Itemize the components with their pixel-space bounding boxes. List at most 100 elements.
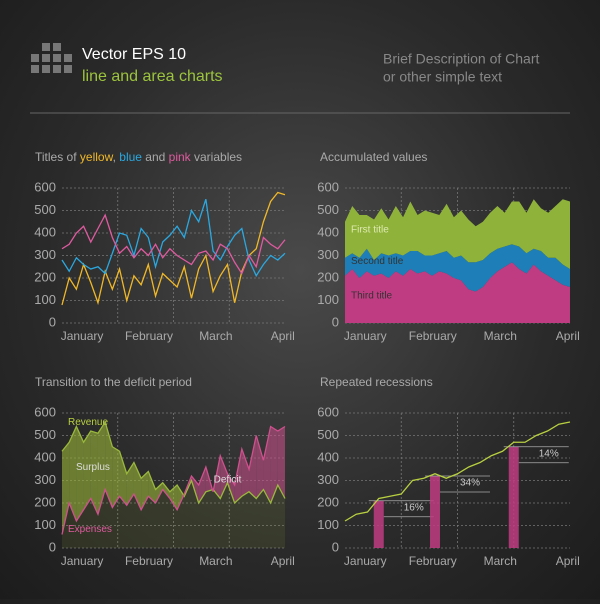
y-tick-label: 600 [317,404,339,419]
y-tick-label: 600 [34,179,56,194]
area-label: Third title [351,291,393,302]
y-tick-label: 0 [49,314,56,329]
title-part: blue [119,150,142,164]
title-part: Titles of [35,150,80,164]
description: or other simple text [383,69,502,85]
annotation: Surplus [76,462,110,473]
y-tick-label: 500 [317,427,339,442]
x-tick-label: February [125,329,173,343]
line [61,199,286,278]
x-tick-label: March [484,554,517,568]
y-tick-label: 200 [317,494,339,509]
y-tick-label: 500 [34,427,56,442]
area [345,244,570,292]
y-tick-label: 100 [34,292,56,307]
x-tick-label: April [271,329,295,343]
band-fill [69,426,77,521]
band-fill [62,442,70,535]
header-title: Vector EPS 10 [82,46,186,63]
title-part: pink [169,150,192,164]
description: Brief Description of Chart [383,51,540,67]
under-fill [62,422,285,548]
band-fill [249,435,257,499]
x-tick-label: April [556,554,580,568]
chart-title: Accumulated values [320,150,427,164]
band-fill [90,431,98,515]
y-tick-label: 400 [34,224,56,239]
y-tick-label: 500 [34,202,56,217]
title-part: variables [191,150,242,164]
y-tick-label: 100 [317,517,339,532]
band-fill [97,422,106,515]
line [61,425,286,535]
x-tick-label: March [484,329,517,343]
chart-title: Repeated recessions [320,375,433,389]
x-tick-label: April [271,554,295,568]
y-tick-label: 0 [49,539,56,554]
band-fill [126,462,134,506]
y-tick-label: 0 [332,539,339,554]
band-fill [177,485,185,510]
x-tick-label: March [199,554,232,568]
bar [508,446,519,548]
x-tick-label: January [61,554,104,568]
band-fill [256,435,264,499]
y-tick-label: 0 [332,314,339,329]
y-tick-label: 400 [317,224,339,239]
annotation: 34% [460,478,480,489]
title-part: , [113,150,120,164]
band-fill [277,426,285,499]
y-tick-label: 500 [317,202,339,217]
y-tick-label: 400 [317,449,339,464]
line [344,421,571,522]
y-tick-label: 300 [34,472,56,487]
band-fill [83,431,91,510]
y-tick-label: 600 [34,404,56,419]
band-fill [148,471,156,503]
y-tick-label: 200 [34,494,56,509]
header-subtitle: line and area charts [82,68,223,85]
band-fill [263,426,271,503]
x-tick-label: February [125,554,173,568]
y-tick-label: 100 [34,517,56,532]
annotation: 14% [539,448,559,459]
band-fill [234,449,242,503]
chart-title: Titles of yellow, blue and pink variable… [35,150,242,164]
x-tick-label: February [409,554,457,568]
y-tick-label: 600 [317,179,339,194]
y-tick-label: 300 [317,247,339,262]
title-part: yellow [80,150,114,164]
bar [430,476,440,548]
band-fill [227,473,235,503]
y-tick-label: 200 [317,269,339,284]
bar [373,500,384,548]
x-tick-label: March [199,329,232,343]
annotation: Deficit [214,475,242,486]
band-fill [241,449,250,497]
area-label: First title [351,224,389,235]
band-fill [119,451,127,506]
band-fill [105,422,113,508]
x-tick-label: January [344,329,387,343]
x-tick-label: January [344,554,387,568]
band-fill [169,485,178,510]
x-tick-label: April [556,329,580,343]
band-fill [220,455,228,499]
series-label: Expenses [68,524,112,535]
logo [31,43,72,73]
area [345,262,570,323]
area-label: Second title [351,256,404,267]
area [345,199,570,269]
band-fill [270,426,278,503]
title-part: and [142,150,169,164]
y-tick-label: 300 [34,247,56,262]
y-tick-label: 200 [34,269,56,284]
line [61,213,286,275]
y-tick-label: 300 [317,472,339,487]
band-fill [76,426,84,521]
line [61,420,286,505]
band-fill [162,482,170,499]
y-tick-label: 100 [317,292,339,307]
